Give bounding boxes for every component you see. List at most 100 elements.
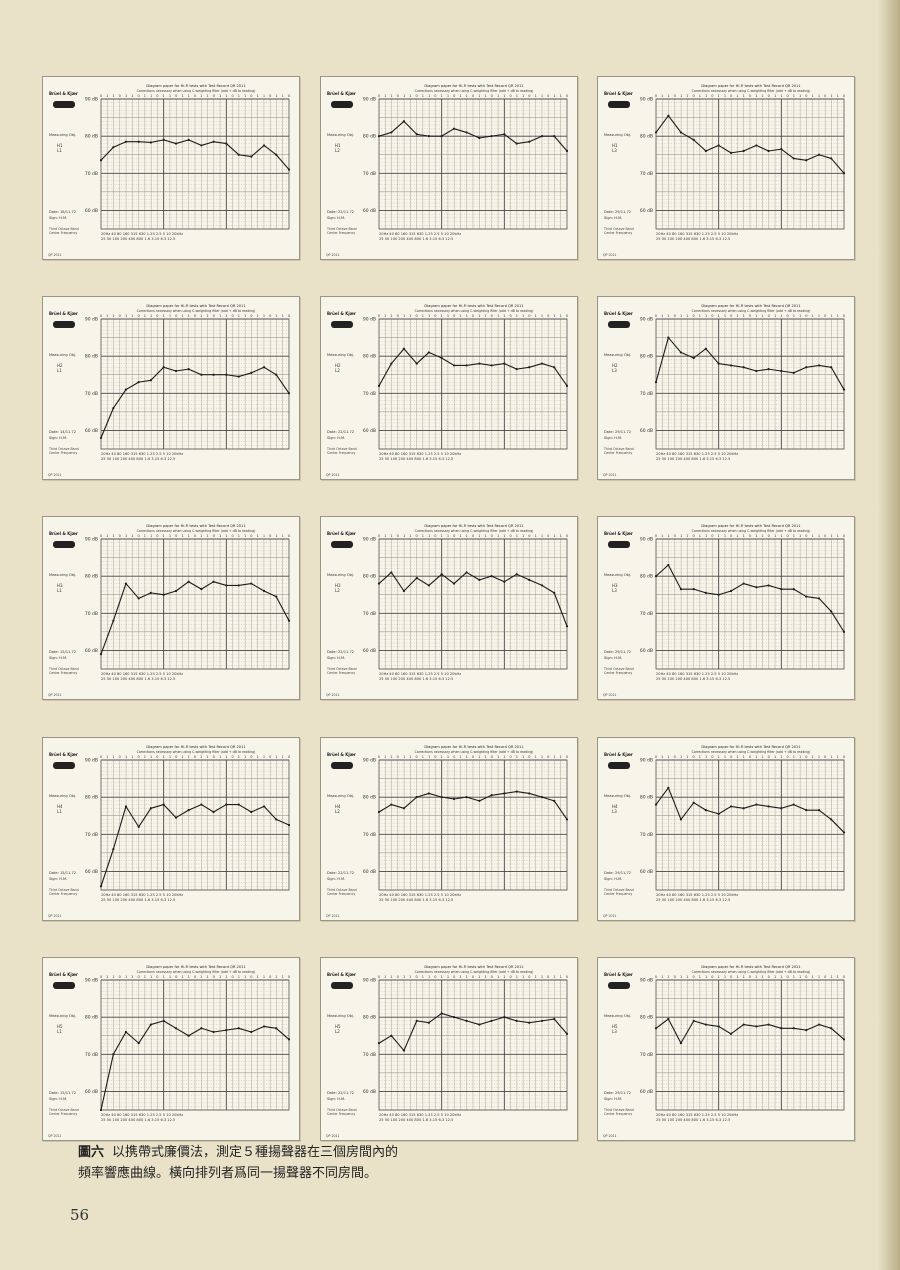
correction-mark: 1	[441, 755, 443, 759]
mic-position-label: H5 L3	[612, 1024, 618, 1034]
data-point	[427, 584, 430, 587]
correction-mark: 1	[553, 314, 555, 318]
correction-mark: 1	[755, 94, 757, 98]
y-tick-label: 80 dB	[640, 134, 653, 140]
correction-mark: 1	[837, 755, 839, 759]
correction-mark: 0	[156, 975, 158, 979]
correction-mark: 0	[674, 94, 676, 98]
x-tick-labels-bottom: 25 50 100 200 400 800 1.6 3.15 6.3 12.5	[656, 1118, 731, 1122]
x-tick-labels-bottom: 25 50 100 200 400 800 1.6 3.15 6.3 12.5	[656, 898, 731, 902]
form-code-label: QP 2011	[48, 693, 62, 697]
data-point	[692, 801, 695, 804]
caption-line-2: 頻率響應曲線。橫向排列者爲同一揚聲器不同房間。	[78, 1166, 378, 1181]
plot-frame	[655, 318, 845, 450]
brand-label: Brüel & Kjær	[604, 531, 633, 536]
brand-label: Brüel & Kjær	[327, 91, 356, 96]
correction-mark: 1	[705, 534, 707, 538]
chart-subtitle: Corrections necessary when using C-weigh…	[414, 309, 534, 313]
data-point	[174, 142, 178, 145]
data-point	[503, 133, 506, 136]
data-point	[377, 135, 381, 138]
data-point	[780, 1027, 783, 1030]
correction-mark: 1	[428, 975, 430, 979]
data-point	[704, 591, 707, 594]
data-point	[112, 407, 115, 410]
correction-mark: 1	[150, 94, 152, 98]
correction-mark: 1	[466, 755, 468, 759]
correction-mark: 0	[175, 314, 177, 318]
data-point	[817, 809, 821, 812]
data-point	[553, 1017, 556, 1021]
correction-mark: 1	[661, 755, 663, 759]
correction-mark: 0	[250, 755, 252, 759]
data-point	[237, 375, 240, 378]
sign-label: Sign: H.M.	[604, 877, 623, 881]
data-point	[792, 157, 795, 160]
y-tick-label: 90 dB	[85, 317, 98, 323]
plot-frame	[655, 98, 845, 230]
y-tick-label: 60 dB	[85, 428, 98, 434]
data-point	[478, 136, 481, 140]
correction-mark: 1	[131, 534, 133, 538]
correction-mark: 1	[799, 314, 801, 318]
data-point	[250, 155, 253, 158]
correction-mark: 0	[692, 314, 694, 318]
data-point	[692, 138, 695, 141]
measuring-label: Measuring Obj.	[327, 794, 355, 798]
data-point	[717, 144, 720, 147]
correction-mark: 1	[699, 94, 701, 98]
plot-frame	[100, 979, 290, 1111]
y-tick-label: 80 dB	[363, 134, 376, 140]
response-chart-card: Brüel & Kjær Diagram paper for Hi-Fi test…	[597, 76, 855, 260]
sign-label: Sign: H.M.	[49, 436, 68, 440]
correction-mark: 1	[169, 534, 171, 538]
data-point	[124, 1030, 128, 1034]
correction-mark: 1	[535, 94, 537, 98]
correction-mark: 0	[397, 975, 399, 979]
data-point	[237, 1027, 240, 1030]
data-point	[275, 153, 278, 156]
x-tick-labels-bottom: 25 50 100 200 400 800 1.6 3.15 6.3 12.5	[656, 457, 731, 461]
measuring-label: Measuring Obj.	[49, 794, 77, 798]
correction-mark: 1	[743, 534, 745, 538]
data-point	[704, 347, 707, 350]
y-tick-label: 90 dB	[85, 978, 98, 984]
correction-mark: 0	[692, 755, 694, 759]
correction-mark: 1	[780, 755, 782, 759]
data-point	[780, 807, 783, 810]
correction-mark: 1	[560, 94, 562, 98]
chart-subtitle: Corrections necessary when using C-weigh…	[691, 529, 811, 533]
correction-mark: 1	[403, 94, 405, 98]
correction-mark: 0	[674, 755, 676, 759]
data-point	[717, 812, 720, 815]
data-point	[805, 809, 808, 812]
correction-mark: 1	[516, 314, 518, 318]
correction-mark: 1	[837, 534, 839, 538]
data-point	[817, 153, 821, 156]
correction-mark: 1	[144, 755, 146, 759]
x-tick-labels-top: 20Hz 40 80 160 315 630 1.25 2.5 5 10 20k…	[379, 672, 462, 676]
data-point	[287, 168, 291, 171]
data-point	[792, 803, 795, 806]
sign-label: Sign: H.M.	[327, 216, 346, 220]
correction-mark: 1	[206, 94, 208, 98]
correction-mark: 1	[793, 534, 795, 538]
data-point	[200, 588, 203, 591]
correction-mark: 0	[730, 314, 732, 318]
form-code-label: QP 2011	[48, 473, 62, 477]
correction-mark: 1	[466, 94, 468, 98]
data-point	[729, 805, 733, 808]
chart-subtitle: Corrections necessary when using C-weigh…	[414, 89, 534, 93]
correction-mark: 0	[231, 314, 233, 318]
correction-mark: 1	[705, 755, 707, 759]
data-point	[149, 591, 152, 594]
data-point	[729, 1032, 733, 1035]
y-tick-label: 70 dB	[85, 611, 98, 617]
plot-frame	[378, 979, 568, 1111]
data-point	[755, 369, 758, 373]
correction-mark: 1	[478, 975, 480, 979]
correction-mark: 1	[409, 755, 411, 759]
correction-mark: 1	[181, 314, 183, 318]
correction-mark: 0	[472, 975, 474, 979]
